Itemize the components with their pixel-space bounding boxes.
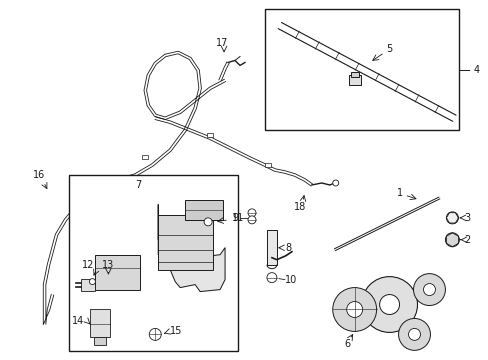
Circle shape — [266, 273, 276, 283]
Text: 3: 3 — [464, 213, 469, 223]
Text: 8: 8 — [285, 243, 290, 253]
Circle shape — [332, 288, 376, 332]
Bar — [264, 163, 270, 167]
Polygon shape — [158, 205, 224, 292]
Text: 18: 18 — [293, 202, 305, 212]
Circle shape — [379, 294, 399, 315]
Circle shape — [332, 180, 338, 186]
Circle shape — [247, 216, 255, 224]
Bar — [158, 215, 213, 270]
Text: 10: 10 — [285, 275, 297, 285]
Bar — [264, 9, 458, 130]
Bar — [185, 200, 223, 220]
Bar — [81, 279, 95, 291]
Text: 14: 14 — [72, 316, 84, 327]
Text: 13: 13 — [102, 260, 114, 270]
Circle shape — [445, 233, 458, 247]
Text: 12: 12 — [82, 260, 95, 270]
Bar — [94, 337, 106, 345]
Circle shape — [89, 279, 95, 285]
Text: 5: 5 — [386, 44, 392, 54]
Circle shape — [203, 218, 212, 226]
Text: 11: 11 — [232, 213, 244, 223]
Text: 16: 16 — [32, 170, 44, 180]
Bar — [95, 255, 140, 289]
Text: 9: 9 — [231, 213, 238, 223]
Circle shape — [247, 209, 255, 217]
Bar — [207, 133, 213, 137]
Circle shape — [346, 302, 362, 318]
Text: 1: 1 — [396, 188, 402, 198]
Text: 17: 17 — [215, 37, 228, 48]
Text: 2: 2 — [464, 235, 469, 245]
Text: 4: 4 — [472, 66, 479, 76]
Circle shape — [423, 284, 435, 296]
Bar — [90, 310, 110, 337]
Text: 7: 7 — [135, 180, 141, 190]
Circle shape — [149, 328, 161, 340]
Text: 15: 15 — [170, 327, 182, 336]
Circle shape — [361, 276, 417, 332]
Circle shape — [413, 274, 445, 306]
Circle shape — [407, 328, 420, 340]
Bar — [266, 230, 276, 265]
Bar — [350, 72, 358, 77]
Bar — [348, 75, 360, 85]
Bar — [142, 155, 148, 159]
Circle shape — [398, 319, 429, 350]
Text: 6: 6 — [344, 339, 350, 349]
Bar — [68, 175, 238, 351]
Circle shape — [446, 212, 457, 224]
